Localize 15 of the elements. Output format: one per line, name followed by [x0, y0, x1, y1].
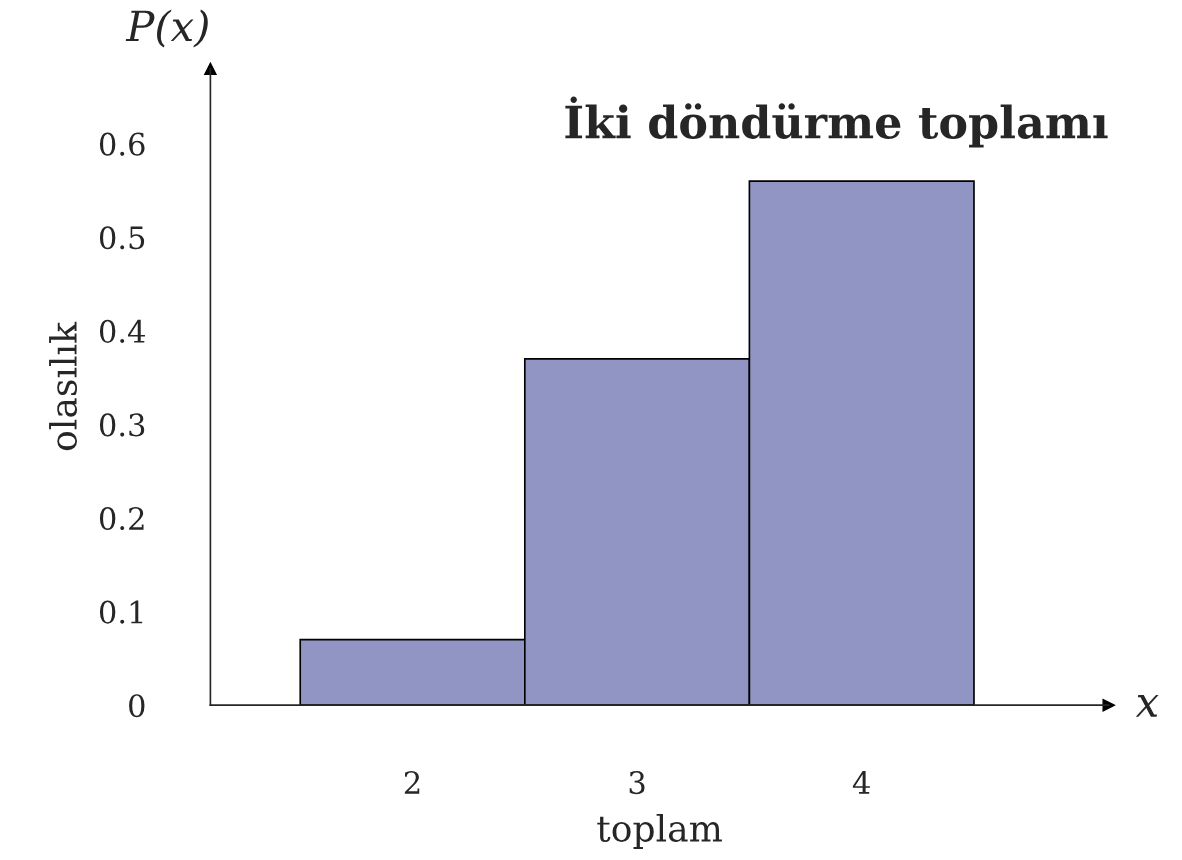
text: İki döndürme toplamı	[565, 96, 1108, 148]
y-tick-label: 0.4	[99, 319, 145, 343]
y-tick-label: 0.2	[99, 506, 144, 531]
y-tick-label: 0.1	[99, 600, 143, 624]
x-tick-label: 3	[629, 771, 645, 795]
x-tick-label: 2	[404, 771, 420, 794]
text: x	[1135, 695, 1159, 717]
y-tick-label: 0.6	[99, 132, 145, 156]
text: P(x)	[125, 9, 208, 48]
y-tick-label: 0.3	[99, 413, 145, 437]
y-axis-title: olasılık	[49, 321, 78, 451]
x-axis-title: toplam	[597, 813, 722, 849]
y-tick-label: 0.5	[99, 226, 145, 250]
x-tick-label: 4	[852, 771, 870, 794]
y-tick-label: 0	[129, 694, 145, 718]
